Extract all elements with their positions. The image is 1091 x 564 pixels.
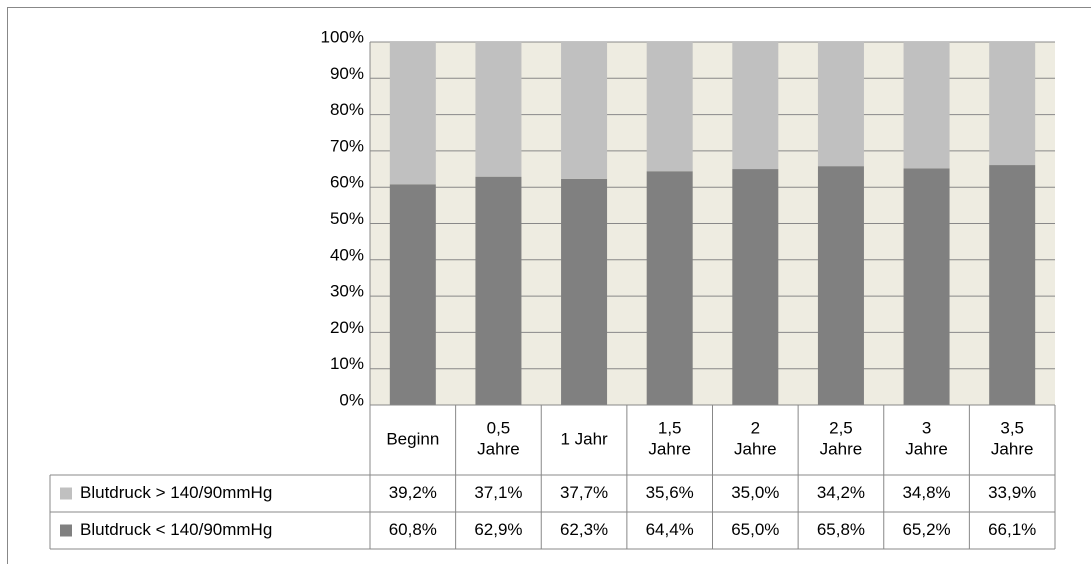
chart-border [7, 7, 1091, 564]
data-label: 66,1% [988, 520, 1036, 539]
y-tick-label: 70% [330, 136, 364, 155]
data-label: 37,1% [474, 483, 522, 502]
x-tick-label: 0,5 Jahre [477, 419, 520, 459]
data-label: 65,8% [817, 520, 865, 539]
legend-swatch [60, 487, 72, 500]
x-tick-label: 2 Jahre [734, 419, 777, 459]
bar-segment [561, 178, 608, 405]
bar-segment [561, 42, 608, 179]
y-tick-label: 0% [339, 390, 364, 409]
y-tick-label: 60% [330, 173, 364, 192]
x-tick-label: 1,5 Jahre [648, 419, 691, 459]
data-label: 65,0% [731, 520, 779, 539]
data-label: 33,9% [988, 483, 1036, 502]
y-tick-label: 40% [330, 245, 364, 264]
y-tick-label: 10% [330, 354, 364, 373]
bar-segment [903, 168, 950, 405]
x-tick-label: Beginn [386, 429, 439, 448]
y-tick-label: 90% [330, 64, 364, 83]
data-label: 35,6% [646, 483, 694, 502]
y-tick-label: 100% [321, 27, 364, 46]
data-label: 64,4% [646, 520, 694, 539]
data-label: 65,2% [902, 520, 950, 539]
data-label: 34,2% [817, 483, 865, 502]
y-tick-label: 20% [330, 318, 364, 337]
data-label: 34,8% [902, 483, 950, 502]
bar-segment [389, 42, 436, 185]
x-tick-label: 2,5 Jahre [820, 419, 863, 459]
legend-label: Blutdruck > 140/90mmHg [80, 483, 272, 502]
bar-segment [903, 42, 950, 169]
bar-segment [475, 176, 522, 405]
bar-segment [646, 171, 693, 405]
y-tick-label: 30% [330, 282, 364, 301]
data-label: 39,2% [389, 483, 437, 502]
bar-segment [475, 42, 522, 177]
data-label: 62,9% [474, 520, 522, 539]
bar-segment [817, 42, 864, 167]
bar-segment [817, 166, 864, 405]
bar-segment [989, 42, 1036, 166]
data-label: 60,8% [389, 520, 437, 539]
bar-segment [389, 184, 436, 405]
y-tick-label: 80% [330, 100, 364, 119]
data-label: 62,3% [560, 520, 608, 539]
bar-segment [732, 42, 779, 170]
data-label: 37,7% [560, 483, 608, 502]
x-tick-label: 3,5 Jahre [991, 419, 1034, 459]
legend-swatch [60, 524, 72, 537]
x-tick-label: 1 Jahr [560, 429, 608, 448]
data-label: 35,0% [731, 483, 779, 502]
y-tick-label: 50% [330, 209, 364, 228]
x-tick-label: 3 Jahre [905, 419, 948, 459]
bar-segment [732, 169, 779, 405]
legend-label: Blutdruck < 140/90mmHg [80, 520, 272, 539]
bar-segment [646, 42, 693, 172]
bar-segment [989, 165, 1036, 405]
